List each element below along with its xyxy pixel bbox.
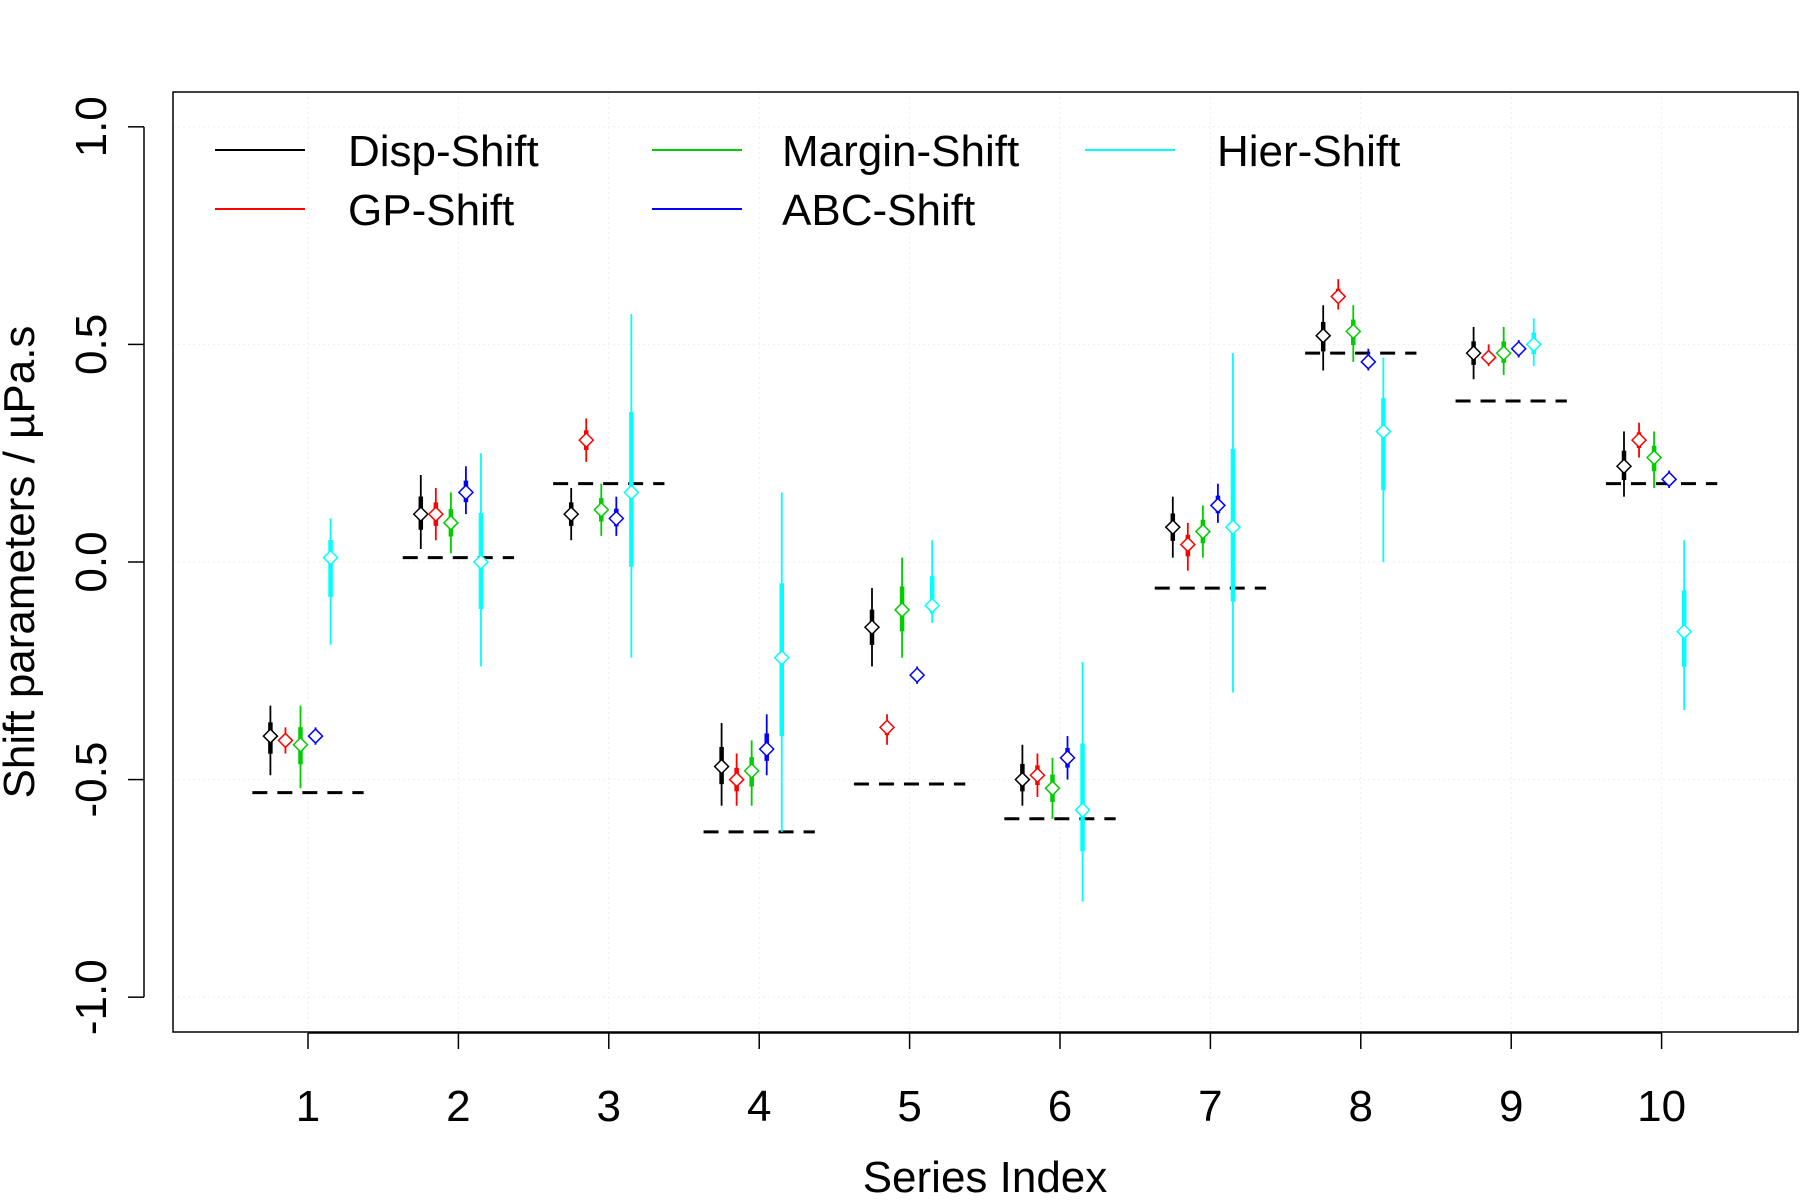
x-tick-label: 9 (1499, 1082, 1523, 1131)
point-gp-shift-8 (1330, 288, 1347, 305)
point-gp-shift-5 (878, 719, 896, 736)
point-abc-shift-9 (1510, 340, 1527, 357)
point-disp-shift-4 (713, 758, 730, 775)
point-abc-shift-1 (307, 728, 324, 745)
axes: -1.0 -0.5 0.0 0.5 1.0 1 2 3 4 5 6 7 8 9 10 (67, 96, 1686, 1131)
series-margin-shift (292, 305, 1663, 819)
point-abc-shift-3 (608, 510, 625, 527)
point-abc-shift-8 (1360, 353, 1377, 370)
point-abc-shift-5 (909, 667, 926, 684)
point-gp-shift-10 (1630, 432, 1648, 449)
point-abc-shift-10 (1661, 471, 1678, 488)
point-hier-shift-9 (1525, 336, 1542, 353)
point-margin-shift-5 (894, 601, 911, 618)
point-hier-shift-2 (472, 553, 490, 571)
point-gp-shift-2 (427, 506, 444, 523)
point-gp-shift-6 (1029, 767, 1046, 784)
point-disp-shift-3 (563, 506, 580, 523)
point-gp-shift-1 (277, 732, 294, 749)
grid-lines (173, 92, 1798, 1032)
point-abc-shift-7 (1209, 497, 1226, 514)
series-marks (262, 279, 1693, 902)
point-disp-shift-1 (262, 728, 279, 745)
point-hier-shift-4 (773, 649, 790, 666)
y-tick-label: -1.0 (67, 959, 116, 1035)
point-margin-shift-1 (292, 736, 309, 753)
point-disp-shift-10 (1615, 458, 1633, 475)
point-margin-shift-9 (1495, 345, 1512, 362)
x-axis-label: Series Index (863, 1153, 1108, 1200)
point-abc-shift-2 (457, 484, 474, 501)
point-disp-shift-7 (1164, 519, 1181, 536)
y-tick-label: 0.5 (67, 314, 116, 375)
legend: Disp-Shift GP-Shift Margin-Shift ABC-Shi… (215, 127, 1400, 235)
x-tick-label: 6 (1048, 1082, 1072, 1131)
point-margin-shift-8 (1345, 323, 1362, 340)
series-disp-shift (262, 305, 1633, 806)
legend-label-abc-shift: ABC-Shift (782, 186, 975, 235)
y-tick-label: 0.0 (67, 531, 116, 592)
legend-label-disp-shift: Disp-Shift (348, 127, 539, 176)
point-disp-shift-8 (1315, 327, 1332, 344)
point-disp-shift-5 (863, 619, 881, 636)
x-tick-label: 8 (1349, 1082, 1373, 1131)
point-hier-shift-3 (623, 484, 640, 501)
plot-frame (172, 91, 1799, 1033)
point-disp-shift-9 (1465, 345, 1482, 362)
x-tick-label: 2 (446, 1082, 470, 1131)
point-gp-shift-7 (1179, 536, 1196, 553)
point-hier-shift-5 (924, 597, 941, 614)
point-gp-shift-9 (1480, 349, 1497, 366)
legend-label-margin-shift: Margin-Shift (782, 127, 1019, 176)
series-hier-shift (322, 313, 1693, 902)
point-margin-shift-2 (442, 514, 459, 531)
point-gp-shift-4 (728, 771, 745, 788)
legend-label-hier-shift: Hier-Shift (1217, 127, 1400, 176)
point-abc-shift-6 (1059, 749, 1076, 766)
point-gp-shift-3 (578, 432, 595, 449)
x-tick-label: 4 (747, 1082, 771, 1131)
y-tick-label: 1.0 (67, 96, 116, 157)
y-tick-label: -0.5 (67, 742, 116, 818)
x-tick-label: 3 (597, 1082, 621, 1131)
point-disp-shift-6 (1014, 771, 1031, 788)
legend-label-gp-shift: GP-Shift (348, 186, 514, 235)
x-tick-label: 10 (1637, 1082, 1686, 1131)
point-hier-shift-7 (1224, 519, 1242, 536)
point-margin-shift-3 (593, 501, 610, 518)
point-hier-shift-10 (1676, 623, 1693, 640)
point-margin-shift-6 (1044, 780, 1061, 797)
point-margin-shift-7 (1194, 523, 1211, 540)
point-margin-shift-10 (1646, 449, 1663, 466)
point-hier-shift-8 (1375, 423, 1392, 440)
series-gp-shift (277, 279, 1648, 806)
x-tick-label: 7 (1198, 1082, 1222, 1131)
point-hier-shift-6 (1074, 801, 1091, 819)
point-abc-shift-4 (758, 741, 775, 758)
point-margin-shift-4 (743, 762, 760, 779)
y-axis-label: Shift parameters / µPa.s (0, 326, 44, 799)
x-tick-label: 1 (296, 1082, 320, 1131)
series-abc-shift (307, 340, 1678, 780)
x-tick-label: 5 (897, 1082, 921, 1131)
point-hier-shift-1 (322, 549, 339, 566)
reference-lines (252, 351, 1718, 834)
point-disp-shift-2 (412, 506, 429, 523)
